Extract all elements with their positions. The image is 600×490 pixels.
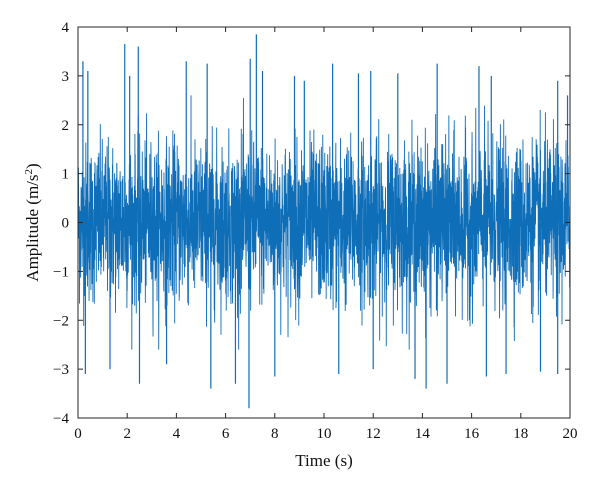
y-axis: −4 −3 −2 −1 0 1 2 3 4	[53, 20, 570, 427]
x-tick-label: 20	[563, 426, 578, 442]
x-tick-label: 16	[464, 426, 480, 442]
y-axis-label-main: Amplitude (m/s	[23, 174, 42, 281]
y-tick-label: 0	[62, 216, 70, 232]
x-tick-label: 18	[513, 426, 528, 442]
signal-line	[78, 95, 570, 350]
y-tick-label: 1	[62, 167, 70, 183]
y-tick-label: −2	[53, 313, 69, 329]
y-tick-label: −3	[53, 362, 69, 378]
x-tick-label: 6	[222, 426, 230, 442]
x-tick-label: 2	[123, 426, 131, 442]
y-axis-label: Amplitude (m/s2)	[23, 163, 42, 281]
y-tick-label: 4	[62, 20, 70, 36]
y-tick-label: 3	[62, 69, 70, 85]
y-tick-label: −4	[53, 411, 69, 427]
x-tick-label: 8	[271, 426, 279, 442]
x-tick-label: 12	[366, 426, 381, 442]
x-axis: 0 2 4 6 8 10 12 14 16 18 20	[74, 27, 578, 442]
y-axis-label-superscript: 2	[23, 169, 35, 175]
x-tick-label: 4	[173, 426, 181, 442]
y-axis-label-end: )	[23, 163, 42, 169]
y-tick-label: −1	[53, 264, 69, 280]
y-tick-label: 2	[62, 118, 70, 134]
x-tick-label: 0	[74, 426, 82, 442]
x-tick-label: 14	[415, 426, 431, 442]
x-tick-label: 10	[317, 426, 332, 442]
x-axis-label: Time (s)	[295, 451, 352, 470]
signal-trace	[78, 34, 570, 409]
